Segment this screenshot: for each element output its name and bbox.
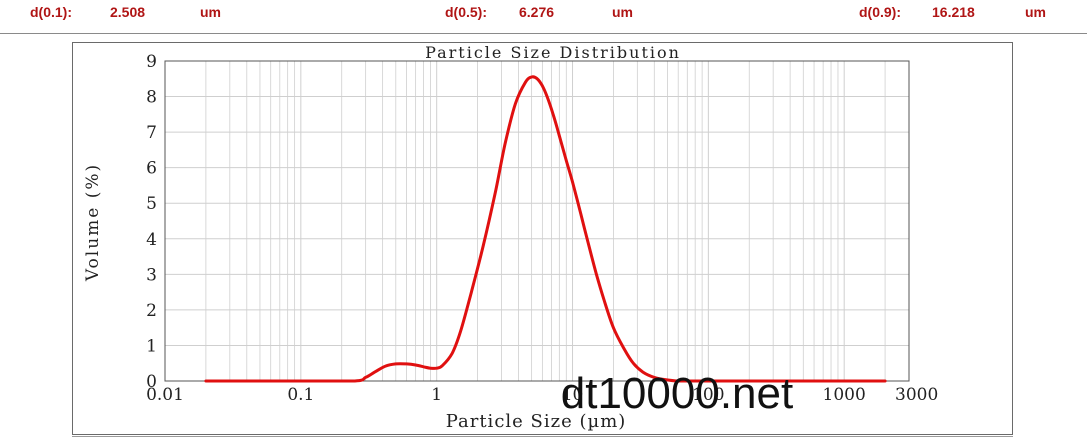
y-tick-label: 9 — [146, 52, 157, 72]
x-tick-label: 1 — [431, 385, 442, 405]
d10-value: 2.508 — [110, 4, 146, 20]
y-tick-label: 6 — [146, 159, 157, 179]
y-axis-label: Volume (%) — [83, 163, 103, 282]
statistics-divider — [0, 33, 1087, 34]
d10-unit: um — [200, 4, 221, 20]
plot-area-border — [164, 60, 910, 382]
x-tick-label: 3000 — [895, 385, 938, 405]
statistics-bar: d(0.1): 2.508 um d(0.5): 6.276 um d(0.9)… — [0, 0, 1087, 34]
d10-label: d(0.1): — [30, 4, 72, 20]
y-tick-label: 0 — [146, 372, 157, 392]
distribution-curve — [204, 75, 887, 383]
d50-unit: um — [612, 4, 633, 20]
y-tick-label: 5 — [146, 194, 157, 214]
x-tick-label: 0.01 — [146, 385, 184, 405]
d90-label: d(0.9): — [859, 4, 901, 20]
x-tick-label: 0.1 — [287, 385, 314, 405]
watermark-text: dt10000.net — [561, 369, 793, 418]
d90-value: 16.218 — [932, 4, 975, 20]
y-tick-label: 7 — [146, 123, 157, 143]
x-tick-label: 10 — [562, 385, 584, 405]
y-tick-label: 3 — [146, 265, 157, 285]
bottom-divider — [72, 436, 1013, 437]
y-tick-label: 1 — [146, 336, 157, 356]
d90-unit: um — [1025, 4, 1046, 20]
y-tick-label: 4 — [146, 230, 157, 250]
grid — [165, 61, 909, 381]
x-tick-labels: 0.01 0.1 1 10 100 1000 3000 — [146, 385, 938, 405]
y-tick-label: 8 — [146, 88, 157, 108]
chart-title: Particle Size Distribution — [425, 43, 681, 62]
d50-label: d(0.5): — [445, 4, 487, 20]
y-tick-labels: 0 1 2 3 4 5 6 7 8 9 — [146, 52, 157, 392]
x-tick-label: 1000 — [823, 385, 866, 405]
d50-value: 6.276 — [519, 4, 555, 20]
y-tick-label: 2 — [146, 301, 157, 321]
x-tick-label: 100 — [692, 385, 724, 405]
x-axis-label: Particle Size (µm) — [446, 411, 627, 432]
